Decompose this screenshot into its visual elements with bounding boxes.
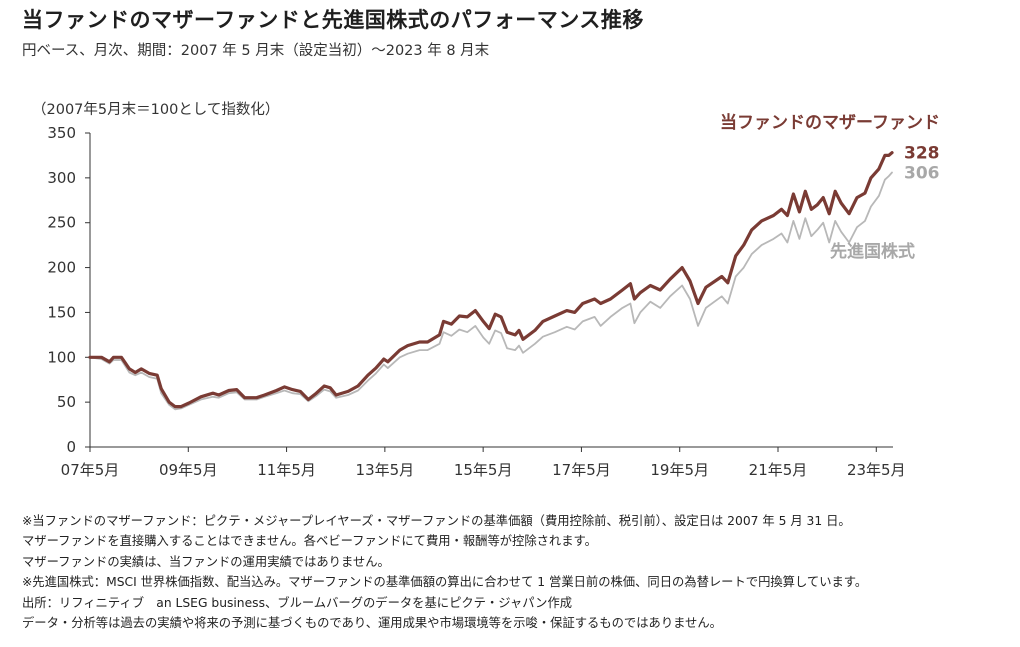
fund-series-label: 当ファンドのマザーファンド bbox=[720, 112, 940, 133]
footnote: マザーファンドの実績は、当ファンドの運用実績ではありません。 bbox=[22, 554, 390, 569]
x-tick-label: 11年5月 bbox=[257, 461, 316, 479]
x-tick-label: 13年5月 bbox=[356, 461, 415, 479]
footnotes: ※当ファンドのマザーファンド：ピクテ・メジャープレイヤーズ・マザーファンドの基準… bbox=[22, 511, 867, 633]
footnote: ※当ファンドのマザーファンド：ピクテ・メジャープレイヤーズ・マザーファンドの基準… bbox=[22, 514, 851, 528]
index-base-note: （2007年5月末＝100として指数化） bbox=[32, 102, 280, 118]
footnote: データ・分析等は過去の実績や将来の予測に基づくものであり、運用成果や市場環境等を… bbox=[22, 616, 722, 631]
x-tick-label: 17年5月 bbox=[552, 461, 611, 479]
y-tick-label: 150 bbox=[47, 303, 76, 321]
index-series-line bbox=[89, 171, 893, 411]
performance-chart: 0 50 100 150 200 250 300 350 07年5月 09年5月 11年5月 13年5… bbox=[47, 112, 940, 479]
footnote: マザーファンドを直接購入することはできません。各ベビーファンドにて費用・報酬等が… bbox=[22, 534, 597, 549]
index-end-value-label: 306 bbox=[904, 163, 940, 183]
footnote: 出所：リフィニティブ an LSEG business、ブルームバーグのデータを… bbox=[22, 595, 573, 610]
x-tick-label: 23年5月 bbox=[847, 461, 906, 479]
chart-subtitle: 円ベース、月次、期間：2007 年 5 月末（設定当初）～2023 年 8 月末 bbox=[22, 43, 490, 59]
y-tick-label: 100 bbox=[47, 348, 76, 366]
index-series-label: 先進国株式 bbox=[830, 241, 915, 262]
y-tick-label: 300 bbox=[47, 169, 76, 187]
y-tick-label: 200 bbox=[47, 259, 76, 277]
y-tick-label: 50 bbox=[57, 393, 76, 411]
fund-end-value-label: 328 bbox=[904, 144, 940, 164]
footnote: ※先進国株式：MSCI 世界株価指数、配当込み。マザーファンドの基準価額の算出に… bbox=[22, 575, 868, 590]
chart-title: 当ファンドのマザーファンドと先進国株式のパフォーマンス推移 bbox=[22, 8, 644, 32]
x-tick-label: 21年5月 bbox=[749, 461, 808, 479]
y-tick-label: 350 bbox=[47, 124, 76, 142]
x-tick-label: 09年5月 bbox=[159, 461, 218, 479]
y-tick-label: 250 bbox=[47, 214, 76, 232]
x-tick-label: 15年5月 bbox=[454, 461, 513, 479]
fund-series-line bbox=[88, 151, 894, 409]
x-tick-label: 07年5月 bbox=[61, 461, 120, 479]
y-tick-label: 0 bbox=[66, 438, 76, 456]
x-tick-label: 19年5月 bbox=[650, 461, 709, 479]
